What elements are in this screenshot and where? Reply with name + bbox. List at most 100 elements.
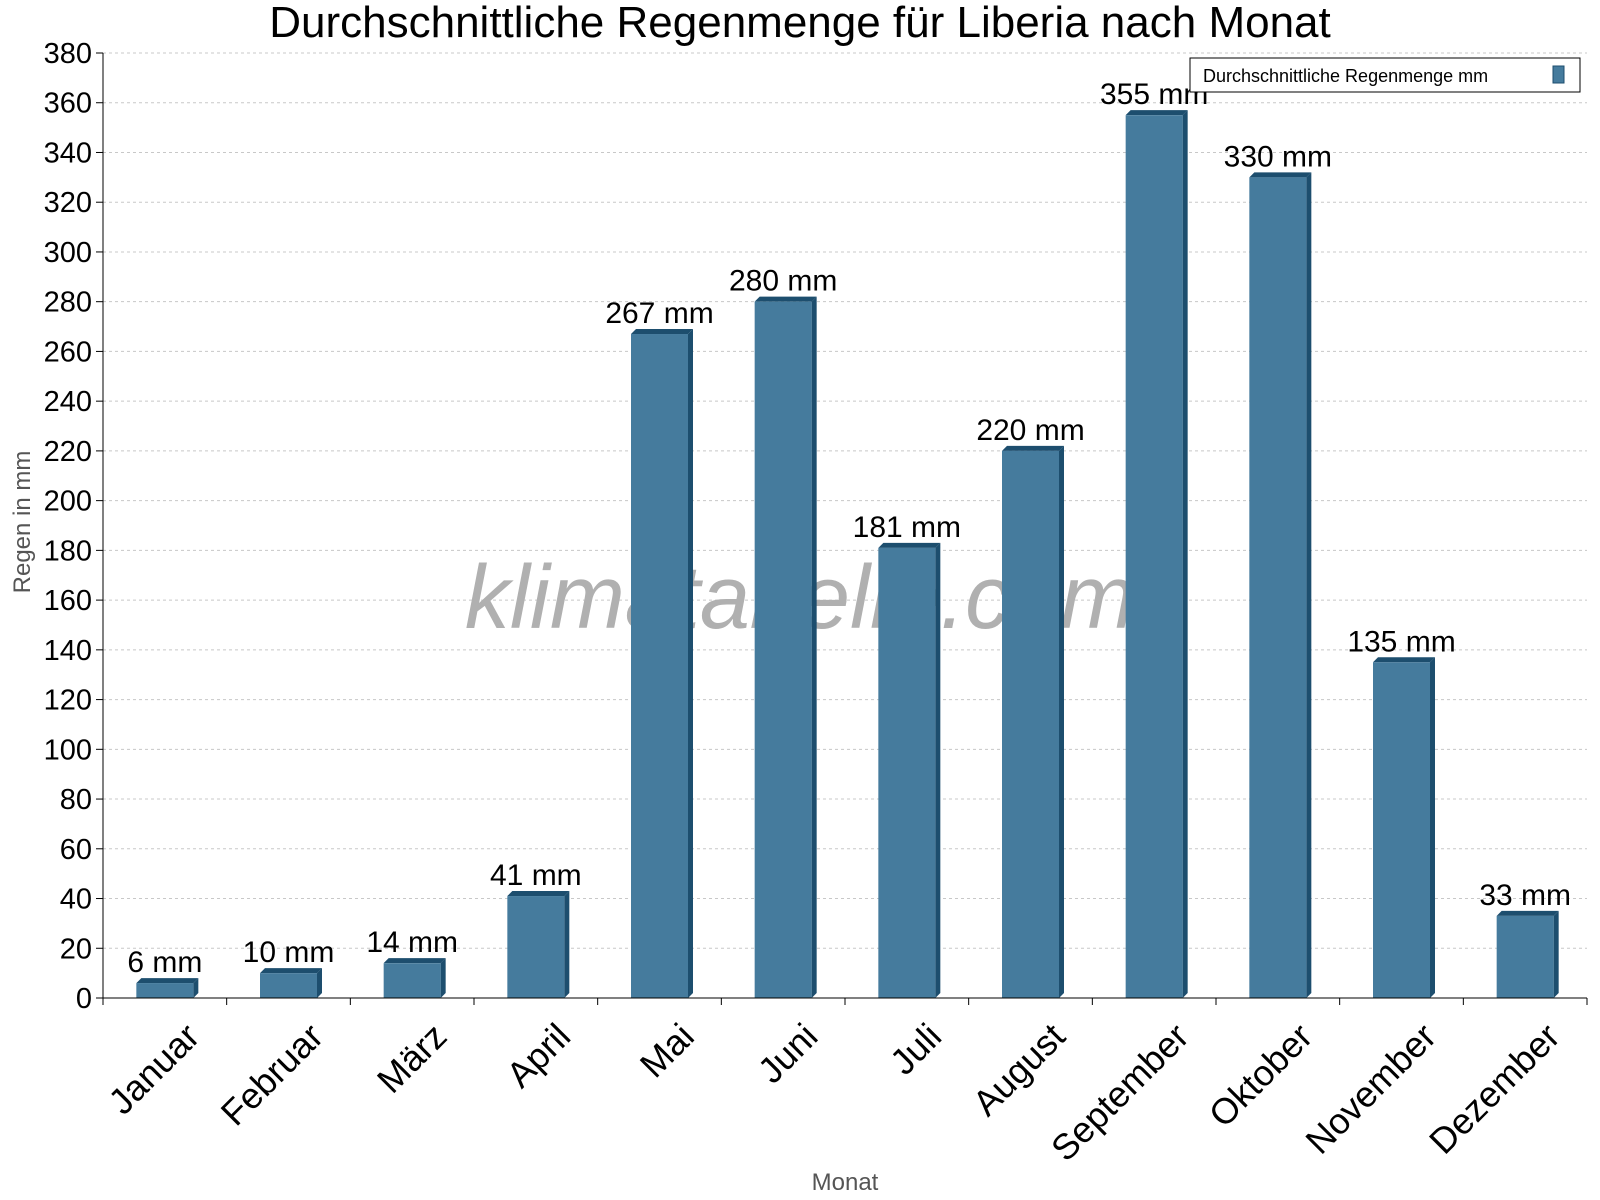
bar bbox=[260, 968, 322, 998]
bar-top bbox=[754, 296, 817, 302]
bar-top bbox=[1125, 110, 1188, 116]
bar-front bbox=[136, 983, 194, 998]
bar-side bbox=[1182, 110, 1188, 999]
x-tick-label: März bbox=[369, 1015, 455, 1101]
chart-title: Durchschnittliche Regenmenge für Liberia… bbox=[269, 0, 1330, 47]
legend: Durchschnittliche Regenmenge mm bbox=[1189, 57, 1581, 93]
x-tick-label: Oktober bbox=[1201, 1015, 1321, 1135]
bar-front bbox=[260, 973, 317, 998]
bar-top bbox=[878, 542, 941, 548]
bar-side bbox=[317, 968, 322, 998]
y-tick-label: 280 bbox=[44, 287, 92, 319]
legend-swatch bbox=[1552, 65, 1565, 84]
bar-side bbox=[193, 978, 199, 998]
bar bbox=[1002, 445, 1064, 998]
y-tick-label: 20 bbox=[60, 933, 92, 965]
x-tick-label: April bbox=[498, 1015, 578, 1095]
bar-side bbox=[440, 958, 446, 998]
bar bbox=[1496, 910, 1559, 998]
data-label: 267 mm bbox=[605, 297, 713, 330]
bar-top bbox=[136, 978, 199, 984]
x-tick-label: Juli bbox=[882, 1015, 949, 1082]
y-tick-label: 160 bbox=[44, 585, 92, 617]
bars bbox=[136, 110, 1559, 999]
bar-front bbox=[1249, 177, 1307, 998]
y-tick-label: 200 bbox=[44, 486, 92, 518]
bar-front bbox=[878, 547, 936, 998]
data-label: 41 mm bbox=[490, 859, 582, 892]
x-axis-label: Monat bbox=[812, 1169, 879, 1196]
bar-top bbox=[631, 329, 693, 335]
bar-side bbox=[811, 296, 817, 998]
bar-top bbox=[260, 968, 322, 974]
grid bbox=[103, 52, 1587, 949]
x-ticks: Januar Februar März April Mai Juni Juli AugustS… bbox=[100, 1015, 1567, 1169]
bar bbox=[383, 958, 446, 998]
bar-top bbox=[1002, 445, 1064, 451]
bar-top bbox=[1249, 172, 1312, 178]
bar-top bbox=[1496, 910, 1559, 916]
y-tick-label: 120 bbox=[44, 685, 92, 717]
bar-side bbox=[1306, 172, 1312, 998]
data-labels: 6 mm 10 mm 14 mm 41 mm 267 mm 280 mm 181 mm 220… bbox=[127, 78, 1571, 979]
x-tick-label: Dezember bbox=[1421, 1015, 1567, 1161]
bar bbox=[878, 542, 941, 998]
y-tick-label: 100 bbox=[44, 734, 92, 766]
data-label: 280 mm bbox=[729, 265, 837, 298]
y-tick-label: 180 bbox=[44, 535, 92, 567]
bar-front bbox=[754, 301, 812, 998]
x-tick-label: Januar bbox=[100, 1015, 207, 1122]
legend-label: Durchschnittliche Regenmenge mm bbox=[1203, 66, 1488, 86]
bar-front bbox=[1002, 450, 1059, 998]
y-ticks: 0 20 40 60 80 100 120 140 160 180 200 220 240 260 280 3… bbox=[44, 38, 92, 1015]
x-tick-label: Mai bbox=[632, 1015, 702, 1085]
data-label: 330 mm bbox=[1224, 140, 1332, 173]
bar-top bbox=[507, 891, 570, 897]
bar bbox=[1125, 110, 1188, 999]
bar-side bbox=[1059, 445, 1064, 998]
bar bbox=[1373, 657, 1435, 998]
y-tick-label: 220 bbox=[44, 436, 92, 468]
bar bbox=[136, 978, 199, 998]
bar bbox=[754, 296, 817, 998]
bar-side bbox=[564, 891, 570, 998]
y-tick-label: 40 bbox=[60, 884, 92, 916]
axes bbox=[96, 52, 1588, 1005]
y-tick-label: 0 bbox=[76, 983, 92, 1015]
bar-front bbox=[507, 896, 565, 998]
bar-side bbox=[935, 542, 941, 998]
y-tick-label: 260 bbox=[44, 336, 92, 368]
bar-top bbox=[1373, 657, 1435, 663]
y-tick-label: 360 bbox=[44, 88, 92, 120]
data-label: 33 mm bbox=[1479, 879, 1571, 912]
data-label: 6 mm bbox=[127, 946, 202, 979]
data-label: 10 mm bbox=[243, 936, 335, 969]
bar-side bbox=[1553, 910, 1559, 998]
x-tick-label: August bbox=[965, 1015, 1073, 1123]
x-tick-label: Februar bbox=[213, 1015, 331, 1133]
x-tick-label: Juni bbox=[750, 1015, 826, 1091]
y-tick-label: 80 bbox=[60, 784, 92, 816]
legend-box bbox=[1189, 57, 1581, 93]
bar-side bbox=[1430, 657, 1435, 998]
bar-front bbox=[1373, 662, 1430, 998]
bar-front bbox=[631, 334, 688, 998]
bar-side bbox=[688, 329, 693, 998]
bar bbox=[507, 891, 570, 998]
y-tick-label: 380 bbox=[44, 38, 92, 70]
y-tick-label: 240 bbox=[44, 386, 92, 418]
y-tick-label: 140 bbox=[44, 635, 92, 667]
y-axis-label: Regen in mm bbox=[9, 451, 36, 594]
y-tick-label: 320 bbox=[44, 187, 92, 219]
y-tick-label: 60 bbox=[60, 834, 92, 866]
bar-top bbox=[383, 958, 446, 964]
bar bbox=[1249, 172, 1312, 998]
bar-front bbox=[1496, 915, 1554, 998]
y-tick-label: 340 bbox=[44, 137, 92, 169]
data-label: 181 mm bbox=[853, 511, 961, 544]
data-label: 14 mm bbox=[366, 926, 458, 959]
data-label: 220 mm bbox=[976, 414, 1084, 447]
bar bbox=[631, 329, 693, 998]
y-tick-label: 300 bbox=[44, 237, 92, 269]
